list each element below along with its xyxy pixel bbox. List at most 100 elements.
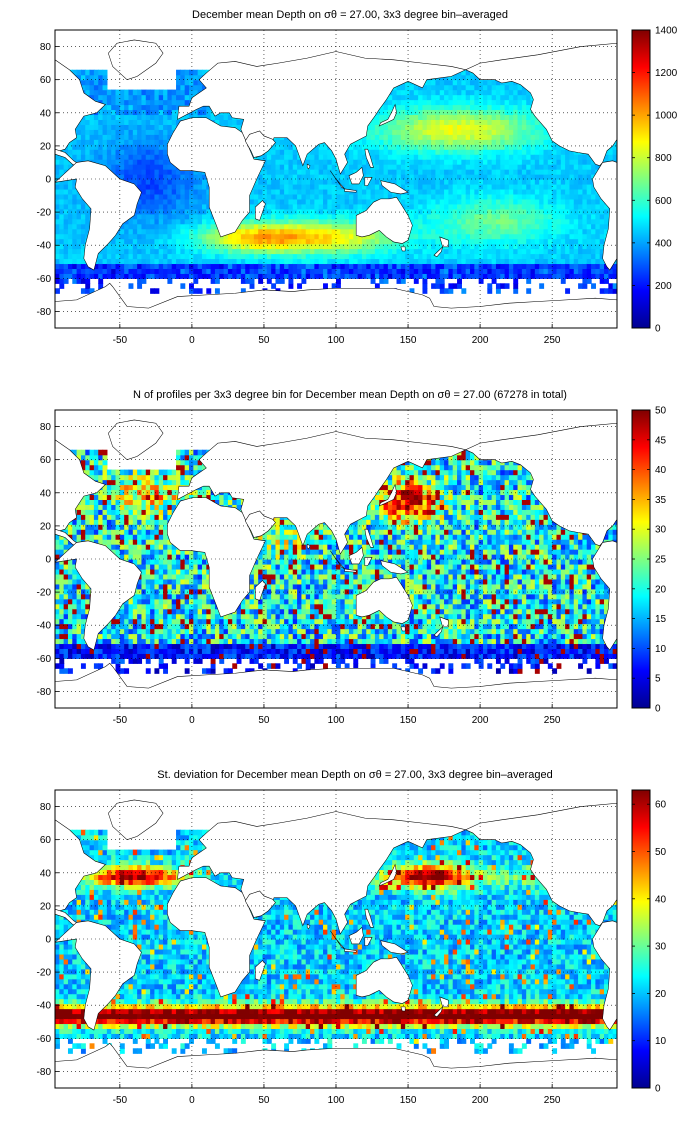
bin-cell: [76, 154, 82, 160]
panel-title: December mean Depth on σθ = 27.00, 3x3 d…: [192, 9, 508, 21]
bin-cell: [431, 119, 437, 125]
bin-cell: [63, 149, 69, 155]
bin-cell: [392, 248, 398, 255]
bin-cell: [366, 188, 372, 195]
bin-cell: [227, 233, 233, 240]
bin-cell: [452, 273, 458, 279]
bin-cell: [465, 139, 471, 145]
bin-cell: [76, 248, 82, 255]
bin-cell: [115, 144, 121, 150]
bin-cell: [543, 164, 549, 170]
bin-cell: [145, 164, 151, 170]
bin-cell: [552, 164, 558, 170]
bin-cell: [409, 89, 415, 96]
bin-cell: [396, 154, 402, 160]
bin-cell: [348, 258, 354, 265]
bin-cell: [210, 228, 216, 235]
bin-cell: [422, 94, 428, 101]
bin-cell: [534, 243, 540, 250]
bin-cell: [171, 263, 177, 269]
bin-cell: [474, 188, 480, 195]
bin-cell: [292, 154, 298, 160]
bin-cell: [176, 198, 181, 205]
bin-cell: [452, 208, 458, 215]
bin-cell: [517, 268, 523, 274]
bin-cell: [379, 263, 385, 269]
bin-cell: [478, 179, 484, 185]
bin-cell: [521, 248, 527, 255]
bin-cell: [413, 263, 419, 269]
bin-cell: [271, 144, 277, 150]
bin-cell: [543, 253, 549, 260]
bin-cell: [292, 238, 298, 245]
bin-cell: [55, 159, 60, 165]
bin-cell: [556, 238, 562, 245]
bin-cell: [457, 124, 462, 130]
bin-cell: [150, 233, 156, 240]
bin-cell: [543, 273, 549, 279]
bin-cell: [556, 174, 562, 180]
bin-cell: [297, 228, 303, 235]
bin-cell: [457, 283, 462, 289]
bin-cell: [219, 119, 225, 125]
bin-cell: [405, 164, 411, 170]
bin-cell: [284, 193, 290, 200]
bin-cell: [392, 174, 398, 180]
bin-cell: [439, 213, 445, 220]
bin-cell: [292, 144, 298, 150]
bin-cell: [513, 203, 519, 210]
bin-cell: [409, 129, 415, 135]
bin-cell: [214, 273, 220, 279]
bin-cell: [474, 74, 480, 81]
bin-cell: [457, 193, 462, 200]
bin-cell: [465, 99, 471, 106]
bin-cell: [59, 183, 65, 190]
bin-cell: [556, 268, 562, 274]
bin-cell: [275, 248, 281, 255]
bin-cell: [474, 258, 480, 265]
bin-cell: [366, 258, 372, 265]
bin-cell: [478, 114, 484, 120]
bin-cell: [98, 273, 104, 279]
bin-cell: [59, 179, 65, 185]
bin-cell: [128, 94, 134, 101]
bin-cell: [318, 188, 324, 195]
bin-cell: [361, 183, 367, 190]
bin-cell: [106, 253, 112, 260]
bin-cell: [63, 179, 69, 185]
bin-cell: [279, 278, 285, 284]
bin-cell: [340, 248, 346, 255]
bin-cell: [305, 188, 311, 195]
bin-cell: [383, 109, 389, 116]
bin-cell: [552, 179, 558, 185]
bin-cell: [431, 228, 437, 235]
bin-cell: [232, 119, 238, 125]
bin-cell: [413, 164, 419, 170]
bin-cell: [98, 263, 104, 269]
bin-cell: [547, 218, 553, 225]
bin-cell: [470, 139, 475, 145]
bin-cell: [461, 119, 467, 125]
bin-cell: [547, 169, 553, 175]
bin-cell: [275, 159, 281, 165]
bin-cell: [150, 218, 156, 225]
bin-cell: [387, 159, 393, 165]
bin-cell: [482, 149, 488, 155]
bin-cell: [314, 253, 320, 260]
bin-cell: [413, 149, 419, 155]
bin-cell: [206, 273, 212, 279]
bin-cell: [141, 263, 147, 269]
bin-cell: [448, 253, 454, 260]
bin-cell: [275, 273, 281, 279]
bin-cell: [413, 159, 419, 165]
bin-cell: [245, 238, 251, 245]
bin-cell: [154, 258, 160, 265]
bin-cell: [327, 213, 333, 220]
bin-cell: [474, 183, 480, 190]
bin-cell: [344, 268, 350, 274]
bin-cell: [543, 144, 549, 150]
bin-cell: [517, 179, 523, 185]
bin-cell: [383, 139, 389, 145]
bin-cell: [85, 84, 91, 91]
bin-cell: [258, 183, 264, 190]
